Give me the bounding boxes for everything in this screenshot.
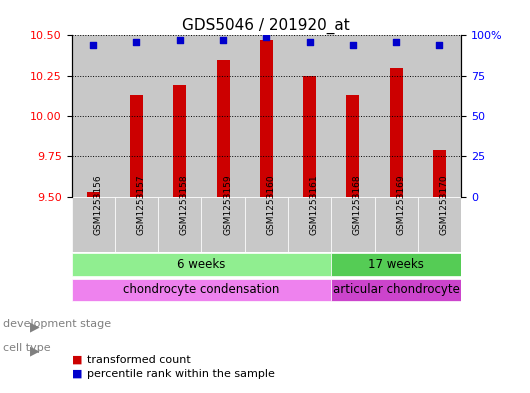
Text: percentile rank within the sample: percentile rank within the sample — [87, 369, 275, 379]
Bar — [303, 76, 316, 196]
Title: GDS5046 / 201920_at: GDS5046 / 201920_at — [182, 18, 350, 34]
Point — [219, 37, 227, 43]
Text: ▶: ▶ — [30, 344, 40, 357]
Text: 6 weeks: 6 weeks — [177, 258, 226, 271]
Point — [132, 39, 141, 45]
Text: development stage: development stage — [3, 319, 111, 329]
Text: chondrocyte condensation: chondrocyte condensation — [123, 283, 280, 296]
Bar — [72, 35, 115, 197]
Text: transformed count: transformed count — [87, 354, 191, 365]
Text: GSM1253156: GSM1253156 — [93, 174, 102, 235]
FancyBboxPatch shape — [331, 196, 375, 252]
Text: GSM1253160: GSM1253160 — [266, 174, 275, 235]
Bar — [245, 35, 288, 197]
FancyBboxPatch shape — [201, 196, 245, 252]
Bar — [331, 35, 375, 197]
Point — [392, 39, 401, 45]
FancyBboxPatch shape — [245, 196, 288, 252]
Text: 17 weeks: 17 weeks — [368, 258, 424, 271]
Bar — [375, 35, 418, 197]
FancyBboxPatch shape — [331, 253, 461, 276]
Text: cell type: cell type — [3, 343, 50, 353]
FancyBboxPatch shape — [72, 253, 331, 276]
Text: GSM1253159: GSM1253159 — [223, 174, 232, 235]
FancyBboxPatch shape — [158, 196, 201, 252]
Text: ■: ■ — [72, 369, 82, 379]
Text: GSM1253170: GSM1253170 — [439, 174, 448, 235]
FancyBboxPatch shape — [375, 196, 418, 252]
Point — [435, 42, 444, 48]
Text: ▶: ▶ — [30, 320, 40, 334]
FancyBboxPatch shape — [418, 196, 461, 252]
Text: ■: ■ — [72, 354, 82, 365]
Bar — [347, 95, 359, 196]
Text: GSM1253168: GSM1253168 — [353, 174, 362, 235]
Text: GSM1253157: GSM1253157 — [137, 174, 145, 235]
Bar — [130, 95, 143, 196]
Point — [89, 42, 98, 48]
Bar — [158, 35, 201, 197]
Bar — [87, 192, 100, 196]
FancyBboxPatch shape — [288, 196, 331, 252]
Text: GSM1253158: GSM1253158 — [180, 174, 189, 235]
Text: GSM1253161: GSM1253161 — [310, 174, 319, 235]
Bar — [201, 35, 245, 197]
Point — [349, 42, 357, 48]
FancyBboxPatch shape — [115, 196, 158, 252]
Bar — [433, 150, 446, 196]
Bar — [173, 85, 186, 196]
Bar — [288, 35, 331, 197]
Point — [305, 39, 314, 45]
Bar — [260, 40, 273, 196]
Bar — [217, 60, 229, 196]
Bar — [418, 35, 461, 197]
Text: articular chondrocyte: articular chondrocyte — [333, 283, 460, 296]
FancyBboxPatch shape — [331, 279, 461, 301]
Bar — [390, 68, 403, 196]
Point — [175, 37, 184, 43]
FancyBboxPatch shape — [72, 196, 115, 252]
Point — [262, 34, 270, 40]
Bar — [115, 35, 158, 197]
Text: GSM1253169: GSM1253169 — [396, 174, 405, 235]
FancyBboxPatch shape — [72, 279, 331, 301]
